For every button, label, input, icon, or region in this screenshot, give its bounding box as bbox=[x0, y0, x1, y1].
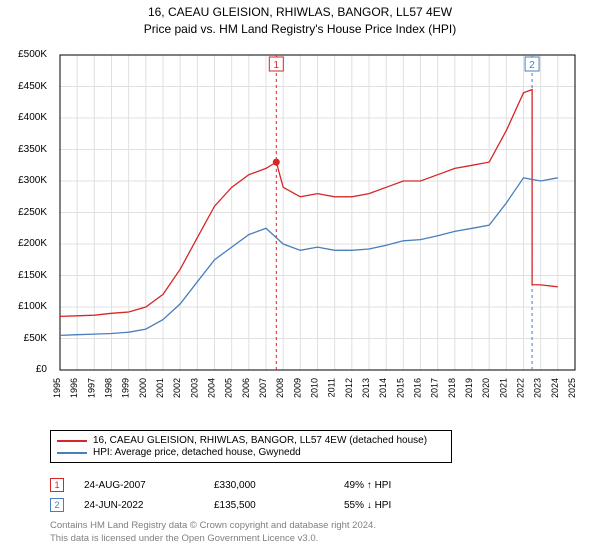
svg-text:1997: 1997 bbox=[86, 378, 96, 398]
marker-box-2: 2 bbox=[50, 498, 64, 512]
svg-text:2016: 2016 bbox=[413, 378, 423, 398]
y-tick-label: £350K bbox=[0, 144, 47, 155]
svg-text:2005: 2005 bbox=[224, 378, 234, 398]
svg-text:2002: 2002 bbox=[172, 378, 182, 398]
y-tick-label: £400K bbox=[0, 112, 47, 123]
title-block: 16, CAEAU GLEISION, RHIWLAS, BANGOR, LL5… bbox=[0, 0, 600, 38]
marker-date-2: 24-JUN-2022 bbox=[84, 500, 214, 511]
marker-box-1: 1 bbox=[50, 478, 64, 492]
legend-entry-1: HPI: Average price, detached house, Gwyn… bbox=[57, 447, 445, 458]
svg-text:2011: 2011 bbox=[327, 378, 337, 397]
marker-date-1: 24-AUG-2007 bbox=[84, 480, 214, 491]
chart-container: 16, CAEAU GLEISION, RHIWLAS, BANGOR, LL5… bbox=[0, 0, 600, 560]
y-tick-label: £50K bbox=[0, 333, 47, 344]
svg-text:2010: 2010 bbox=[310, 378, 320, 398]
svg-text:2017: 2017 bbox=[430, 378, 440, 398]
svg-text:2023: 2023 bbox=[533, 378, 543, 398]
svg-text:2000: 2000 bbox=[138, 378, 148, 398]
y-tick-label: £100K bbox=[0, 301, 47, 312]
legend-swatch-0 bbox=[57, 440, 87, 442]
marker-price-2: £135,500 bbox=[214, 500, 344, 511]
marker-price-1: £330,000 bbox=[214, 480, 344, 491]
svg-text:2018: 2018 bbox=[447, 378, 457, 398]
footer-line1: Contains HM Land Registry data © Crown c… bbox=[50, 520, 376, 533]
y-tick-label: £200K bbox=[0, 238, 47, 249]
svg-text:2007: 2007 bbox=[258, 378, 268, 398]
svg-text:2001: 2001 bbox=[155, 378, 165, 398]
legend-label-0: 16, CAEAU GLEISION, RHIWLAS, BANGOR, LL5… bbox=[93, 435, 427, 446]
svg-text:2014: 2014 bbox=[378, 378, 388, 398]
svg-text:2004: 2004 bbox=[207, 378, 217, 398]
marker-rows: 1 24-AUG-2007 £330,000 49% ↑ HPI 2 24-JU… bbox=[50, 472, 391, 512]
svg-text:2009: 2009 bbox=[292, 378, 302, 398]
svg-text:2006: 2006 bbox=[241, 378, 251, 398]
svg-text:2: 2 bbox=[529, 60, 535, 71]
svg-text:2024: 2024 bbox=[550, 378, 560, 398]
legend-swatch-1 bbox=[57, 452, 87, 454]
title-line1: 16, CAEAU GLEISION, RHIWLAS, BANGOR, LL5… bbox=[0, 4, 600, 21]
legend: 16, CAEAU GLEISION, RHIWLAS, BANGOR, LL5… bbox=[50, 430, 452, 463]
svg-text:2021: 2021 bbox=[498, 378, 508, 398]
y-tick-label: £500K bbox=[0, 49, 47, 60]
svg-text:2013: 2013 bbox=[361, 378, 371, 398]
svg-text:1: 1 bbox=[274, 60, 280, 71]
footer-line2: This data is licensed under the Open Gov… bbox=[50, 533, 376, 546]
footer: Contains HM Land Registry data © Crown c… bbox=[50, 520, 376, 546]
title-line2: Price paid vs. HM Land Registry's House … bbox=[0, 21, 600, 38]
marker-delta-2: 55% ↓ HPI bbox=[344, 500, 391, 511]
svg-text:2019: 2019 bbox=[464, 378, 474, 398]
y-tick-label: £450K bbox=[0, 81, 47, 92]
svg-text:2003: 2003 bbox=[189, 378, 199, 398]
svg-text:2015: 2015 bbox=[395, 378, 405, 398]
legend-entry-0: 16, CAEAU GLEISION, RHIWLAS, BANGOR, LL5… bbox=[57, 435, 445, 446]
legend-label-1: HPI: Average price, detached house, Gwyn… bbox=[93, 447, 301, 458]
svg-text:2022: 2022 bbox=[516, 378, 526, 398]
svg-text:1998: 1998 bbox=[104, 378, 114, 398]
svg-text:2020: 2020 bbox=[481, 378, 491, 398]
y-tick-label: £300K bbox=[0, 175, 47, 186]
svg-text:1995: 1995 bbox=[52, 378, 62, 398]
svg-text:2025: 2025 bbox=[567, 378, 577, 398]
svg-text:1996: 1996 bbox=[69, 378, 79, 398]
y-tick-label: £150K bbox=[0, 270, 47, 281]
y-tick-label: £250K bbox=[0, 207, 47, 218]
y-tick-label: £0 bbox=[0, 364, 47, 375]
marker-row-2: 2 24-JUN-2022 £135,500 55% ↓ HPI bbox=[50, 498, 391, 512]
chart-svg: £0£50K£100K£150K£200K£250K£300K£350K£400… bbox=[50, 50, 580, 420]
svg-text:2008: 2008 bbox=[275, 378, 285, 398]
marker-delta-1: 49% ↑ HPI bbox=[344, 480, 391, 491]
svg-text:1999: 1999 bbox=[121, 378, 131, 398]
marker-row-1: 1 24-AUG-2007 £330,000 49% ↑ HPI bbox=[50, 478, 391, 492]
svg-text:2012: 2012 bbox=[344, 378, 354, 398]
